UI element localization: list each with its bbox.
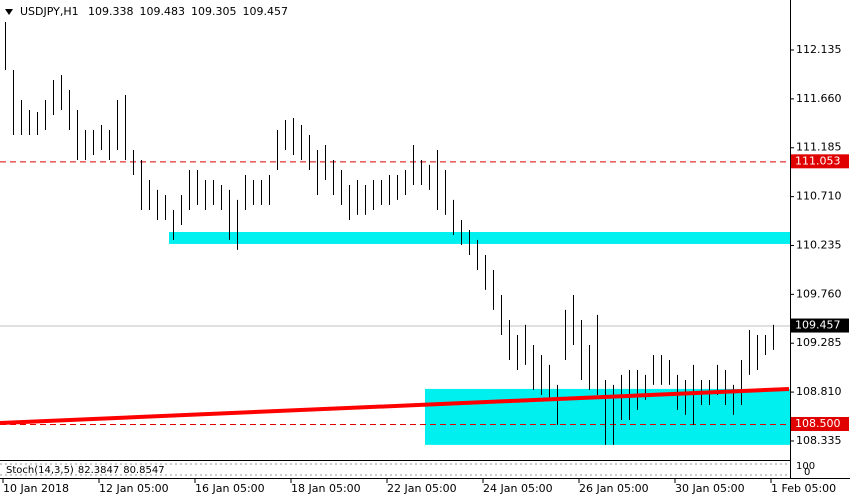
price-label: 108.500	[795, 417, 841, 430]
indicator-value: 80.8547	[123, 465, 164, 476]
y-tick-label: 111.660	[796, 92, 842, 105]
header-value: 109.338	[88, 5, 134, 18]
x-tick-label: 10 Jan 2018	[3, 482, 69, 495]
x-tick-label: 1 Feb 05:00	[771, 482, 836, 495]
y-tick-label: 110.710	[796, 190, 842, 203]
x-tick-label: 22 Jan 05:00	[387, 482, 457, 495]
header-value: 109.457	[243, 5, 289, 18]
header-values: 109.338 109.483 109.305 109.457	[88, 5, 288, 18]
x-tick-label: 12 Jan 05:00	[99, 482, 169, 495]
support-zone	[169, 232, 790, 244]
y-tick-label: 108.335	[796, 434, 842, 447]
x-tick-label: 24 Jan 05:00	[483, 482, 553, 495]
price-label: 109.457	[795, 319, 841, 332]
x-tick-label: 30 Jan 05:00	[675, 482, 745, 495]
header-value: 109.305	[191, 5, 237, 18]
x-tick-label: 26 Jan 05:00	[579, 482, 649, 495]
indicator-value: 82.3847	[78, 465, 119, 476]
indicator-tick-label: 0	[804, 467, 810, 478]
y-tick-label: 110.235	[796, 238, 842, 251]
y-tick-label: 109.760	[796, 287, 842, 300]
y-tick-label: 109.285	[796, 336, 842, 349]
header-value: 109.483	[140, 5, 186, 18]
y-tick-label: 112.135	[796, 43, 842, 56]
x-tick-label: 16 Jan 05:00	[195, 482, 265, 495]
price-label-box	[791, 154, 849, 169]
price-label-box	[791, 318, 849, 333]
x-tick-label: 18 Jan 05:00	[291, 482, 361, 495]
chart-title: USDJPY,H1	[20, 5, 79, 18]
trendline	[0, 387, 790, 425]
y-tick-label: 111.185	[796, 141, 842, 154]
y-tick-label: 108.810	[796, 385, 842, 398]
price-label-box	[791, 416, 849, 431]
price-label: 111.053	[795, 154, 841, 167]
indicator-name: Stoch(14,3,5)	[6, 465, 74, 476]
menu-triangle	[5, 9, 13, 15]
indicator-tick-label: 100	[796, 461, 815, 472]
